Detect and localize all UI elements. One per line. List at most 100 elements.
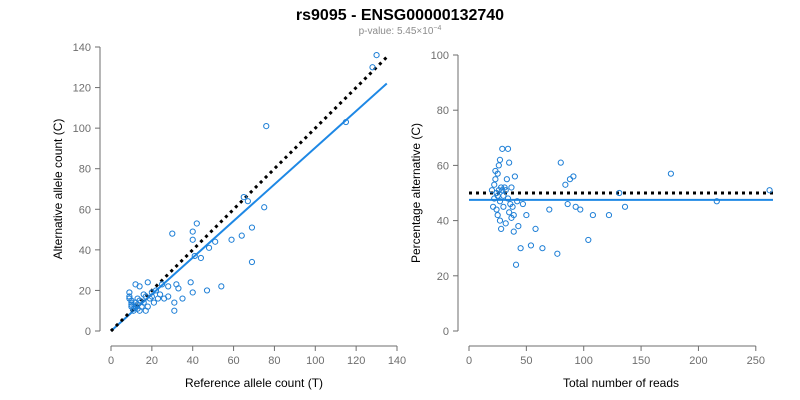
data-point	[238, 232, 245, 239]
data-point	[496, 156, 504, 163]
data-point	[510, 211, 517, 219]
data-point	[203, 287, 211, 294]
y-tick-label: 0	[443, 326, 449, 338]
x-tick-label: 40	[187, 355, 199, 367]
data-point	[504, 145, 512, 152]
data-point	[539, 245, 546, 252]
data-point	[496, 217, 504, 224]
y-tick-label: 40	[79, 245, 91, 257]
data-point	[134, 295, 141, 302]
data-point	[140, 291, 147, 298]
x-tick-label: 0	[108, 355, 114, 367]
data-point	[189, 236, 196, 243]
data-point	[261, 204, 268, 211]
data-point	[128, 299, 135, 306]
data-point	[554, 250, 561, 257]
data-point	[494, 211, 501, 219]
data-point	[506, 159, 513, 166]
x-tick-label: 100	[575, 355, 593, 367]
y-tick-label: 60	[79, 204, 91, 216]
data-point	[148, 293, 155, 300]
data-point	[502, 220, 509, 227]
data-point	[140, 299, 147, 306]
data-point	[519, 200, 527, 208]
data-point	[500, 192, 507, 199]
data-point	[136, 283, 143, 290]
y-tick-label: 20	[79, 285, 91, 297]
data-point	[585, 236, 592, 244]
y-axis: 0 20 40 60 80 100 120 140	[73, 42, 101, 338]
data-point	[510, 228, 517, 235]
y-tick-label: 40	[437, 216, 449, 228]
data-point	[492, 176, 499, 183]
data-point	[564, 200, 571, 208]
y-axis-label: Percentage alternative (C)	[409, 123, 423, 263]
data-point	[165, 293, 172, 300]
data-point	[494, 192, 501, 199]
data-point	[589, 211, 596, 219]
data-point	[218, 283, 225, 290]
data-point	[523, 211, 530, 219]
data-point	[495, 162, 502, 169]
data-point	[766, 187, 773, 194]
data-point	[171, 299, 178, 306]
y-tick-label: 20	[437, 271, 449, 283]
data-point	[228, 236, 235, 243]
x-tick-label: 20	[146, 355, 158, 367]
x-tick-label: 200	[689, 355, 707, 367]
y-tick-label: 80	[437, 105, 449, 117]
data-point	[165, 283, 172, 290]
y-tick-label: 100	[73, 123, 91, 135]
data-point	[512, 261, 520, 268]
data-point	[244, 198, 251, 205]
y-axis: 0 20 40 60 80 100	[431, 50, 459, 338]
data-point	[187, 279, 194, 286]
p-value-text: p-value: 5.45×10	[359, 26, 434, 37]
data-points	[488, 145, 773, 268]
x-tick-label: 100	[306, 355, 324, 367]
chart-title: rs9095 - ENSG00000132740	[296, 7, 504, 24]
data-point	[515, 223, 522, 230]
data-point	[667, 170, 675, 177]
data-point	[240, 194, 247, 201]
y-tick-label: 140	[73, 42, 91, 54]
data-point	[577, 206, 584, 213]
data-point	[621, 203, 629, 210]
x-tick-label: 80	[268, 355, 280, 367]
data-point	[605, 211, 613, 219]
data-point	[570, 173, 577, 180]
scatter-panel-percentage: 0 50 100 150 200 250 0 20 40 60 80 100 Total number …	[409, 50, 773, 390]
data-point	[572, 203, 579, 210]
data-point	[342, 118, 350, 126]
data-point	[562, 181, 569, 188]
reference-line	[109, 56, 388, 333]
data-point	[189, 228, 196, 235]
data-point	[566, 176, 574, 183]
data-point	[488, 187, 496, 194]
data-point	[491, 181, 498, 188]
y-tick-label: 80	[79, 164, 91, 176]
data-point	[150, 299, 157, 306]
data-point	[171, 307, 178, 314]
p-value-exponent: −4	[433, 25, 441, 32]
x-tick-label: 120	[347, 355, 365, 367]
data-point	[158, 281, 166, 288]
data-point	[132, 303, 139, 310]
scatter-panel-allele-counts: 0 20 40 60 80 100 120 140 0 20 40 60 80 100 120 140 Refe…	[51, 42, 406, 390]
data-point	[498, 184, 505, 191]
data-point	[498, 225, 505, 232]
data-point	[169, 230, 176, 237]
fitted-line	[110, 82, 388, 332]
data-point	[156, 291, 164, 298]
y-tick-label: 100	[431, 50, 449, 62]
data-point	[532, 225, 539, 232]
y-tick-label: 60	[437, 160, 449, 172]
data-point	[126, 289, 133, 296]
x-tick-label: 50	[520, 355, 532, 367]
data-point	[494, 170, 501, 177]
data-point	[506, 209, 513, 216]
data-point	[501, 184, 508, 191]
data-point	[152, 287, 160, 294]
data-point	[557, 159, 564, 166]
data-point	[616, 189, 623, 197]
